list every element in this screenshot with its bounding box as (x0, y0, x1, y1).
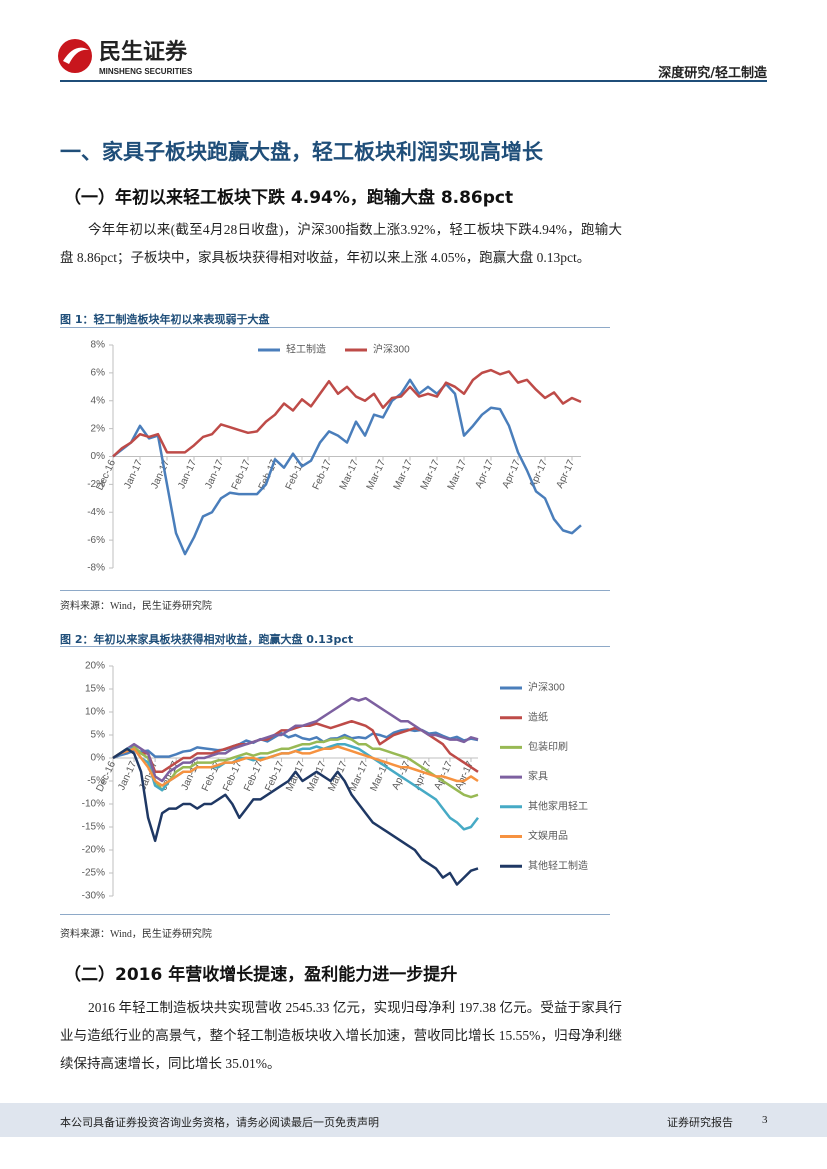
x-tick-label: Mar-17 (365, 458, 389, 492)
legend-label: 沪深300 (528, 681, 565, 694)
figure-source: 资料来源：Wind，民生证券研究院 (60, 601, 212, 612)
y-tick-label: 0% (91, 753, 106, 764)
subsection-title: （二）2016 年营收增长提速，盈利能力进一步提升 (64, 965, 458, 985)
y-tick-label: -20% (82, 845, 105, 856)
y-tick-label: 5% (91, 730, 106, 741)
x-tick-label: Feb-17 (242, 759, 266, 793)
logo: 民生证券 MINSHENG SECURITIES (58, 39, 193, 76)
y-tick-label: -8% (87, 563, 105, 574)
page-number: 3 (762, 1114, 768, 1126)
footer: 本公司具备证券投资咨询业务资格，请务必阅读最后一页免责声明 证券研究报告 3 (0, 1103, 827, 1137)
figure-rule (60, 590, 610, 591)
x-tick-label: Apr-17 (500, 458, 523, 490)
caption-rule (60, 646, 610, 647)
x-tick-label: Jan-17 (122, 458, 145, 491)
x-tick-label: Mar-17 (419, 458, 443, 492)
x-tick-label: Feb-17 (230, 458, 254, 492)
x-tick-label: Mar-17 (338, 458, 362, 492)
legend-label: 包装印刷 (528, 740, 568, 753)
x-tick-label: Jan-17 (149, 458, 172, 491)
figure-caption: 图 2：年初以来家具板块获得相对收益，跑赢大盘 0.13pct (60, 633, 354, 646)
series-line (112, 696, 479, 783)
legend-label: 家具 (528, 770, 548, 783)
paragraph: 今年年初以来(截至4月28日收盘)，沪深300指数上涨3.92%，轻工板块下跌4… (60, 222, 622, 265)
x-tick-label: Feb-17 (311, 458, 335, 492)
y-tick-label: 0% (91, 451, 106, 462)
x-tick-label: Jan-17 (116, 759, 139, 792)
y-tick-label: 15% (85, 684, 105, 695)
series-line (112, 736, 479, 799)
y-tick-label: 4% (91, 395, 106, 406)
x-tick-label: Dec-16 (95, 458, 119, 492)
y-tick-label: -25% (82, 868, 105, 879)
y-tick-label: -6% (87, 535, 105, 546)
x-tick-label: Mar-17 (326, 759, 350, 793)
paragraph: 2016 年轻工制造板块共实现营收 2545.33 亿元，实现归母净利 197.… (60, 1000, 622, 1071)
y-tick-label: 2% (91, 423, 106, 434)
subsection-title: （一）年初以来轻工板块下跌 4.94%，跑输大盘 8.86pct (64, 188, 514, 208)
series-line (112, 728, 479, 760)
x-tick-label: Apr-17 (554, 458, 577, 490)
logo-swoosh (63, 47, 89, 64)
y-tick-label: 8% (91, 340, 106, 351)
y-tick-label: 10% (85, 707, 105, 718)
y-tick-label: 6% (91, 368, 106, 379)
y-tick-label: -10% (82, 799, 105, 810)
legend-label: 其他家用轻工 (528, 799, 588, 812)
header-category: 深度研究/轻工制造 (658, 66, 767, 81)
series-line (112, 719, 479, 774)
chart: -8%-6%-4%-2%0%2%4%6%8%Dec-16 Jan-17 Jan-17… (87, 340, 582, 574)
x-tick-label: Mar-17 (284, 759, 308, 793)
y-tick-label: -5% (87, 776, 105, 787)
footer-disclaimer: 本公司具备证券投资咨询业务资格，请务必阅读最后一页免责声明 (60, 1116, 379, 1129)
x-tick-label: Mar-17 (392, 458, 416, 492)
x-tick-label: Mar-17 (347, 759, 371, 793)
series-line (112, 378, 582, 556)
section-title: 一、家具子板块跑赢大盘，轻工板块利润实现高增长 (60, 140, 543, 164)
logo-cn: 民生证券 (99, 39, 188, 65)
y-tick-label: -4% (87, 507, 105, 518)
series-line (112, 747, 479, 886)
legend-label: 文娱用品 (528, 829, 568, 842)
x-tick-label: Apr-17 (527, 458, 550, 490)
figure-caption: 图 1：轻工制造板块年初以来表现弱于大盘 (60, 313, 270, 326)
legend-label: 造纸 (528, 710, 548, 723)
series-line (112, 745, 479, 787)
header-rule (60, 80, 767, 82)
series-line (112, 368, 582, 458)
footer-label: 证券研究报告 (667, 1116, 733, 1129)
x-tick-label: Jan-17 (176, 458, 199, 491)
caption-rule (60, 327, 610, 328)
figure-rule (60, 914, 610, 915)
y-tick-label: -2% (87, 479, 105, 490)
y-tick-label: -30% (82, 891, 105, 902)
legend-label: 轻工制造 (286, 343, 326, 356)
x-tick-label: Jan-17 (203, 458, 226, 491)
y-tick-label: 20% (85, 661, 105, 672)
legend-label: 其他轻工制造 (528, 859, 588, 872)
logo-icon (58, 39, 92, 73)
y-tick-label: -15% (82, 822, 105, 833)
x-tick-label: Apr-17 (473, 458, 496, 490)
logo-en: MINSHENG SECURITIES (99, 67, 193, 76)
legend-label: 沪深300 (373, 343, 410, 356)
x-tick-label: Feb-17 (263, 759, 287, 793)
chart: -30%-25%-20%-15%-10%-5%0%5%10%15%20%Dec-… (82, 661, 588, 902)
figure-source: 资料来源：Wind，民生证券研究院 (60, 929, 212, 940)
x-tick-label: Mar-17 (446, 458, 470, 492)
